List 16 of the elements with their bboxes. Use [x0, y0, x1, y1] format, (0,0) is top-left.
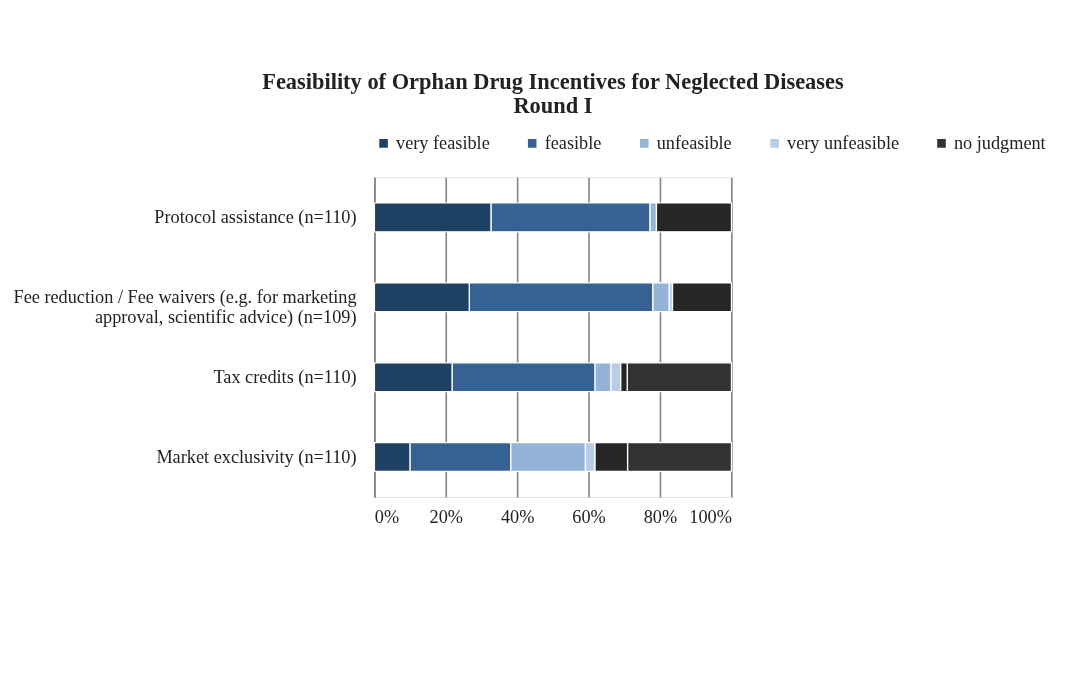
- legend-label: unfeasible: [656, 133, 732, 154]
- x-tick-label: 100%: [689, 507, 732, 528]
- y-tick-label: Tax credits (n=110): [213, 367, 357, 389]
- x-tick-label: 60%: [572, 507, 606, 528]
- legend-label: very unfeasible: [787, 133, 900, 154]
- x-tick-label: 40%: [500, 507, 535, 528]
- y-tick-label: Protocol assistance (n=110): [154, 207, 357, 229]
- x-tick-label: 0%: [374, 507, 400, 528]
- y-tick-label: Fee reduction / Fee waivers (e.g. for marketing approval, scientific advice) (n=109): [13, 287, 357, 329]
- y-tick-label: Market exclusivity (n=110): [156, 446, 357, 468]
- x-tick-label: 80%: [643, 507, 678, 528]
- legend-label: very feasible: [396, 133, 490, 154]
- legend-label: no judgment: [953, 133, 1046, 154]
- legend-label: feasible: [544, 133, 602, 154]
- chart-title: Feasibility of Orphan Drug Incentives for Neglected Diseases Round I: [262, 68, 844, 118]
- x-tick-label: 20%: [429, 507, 463, 528]
